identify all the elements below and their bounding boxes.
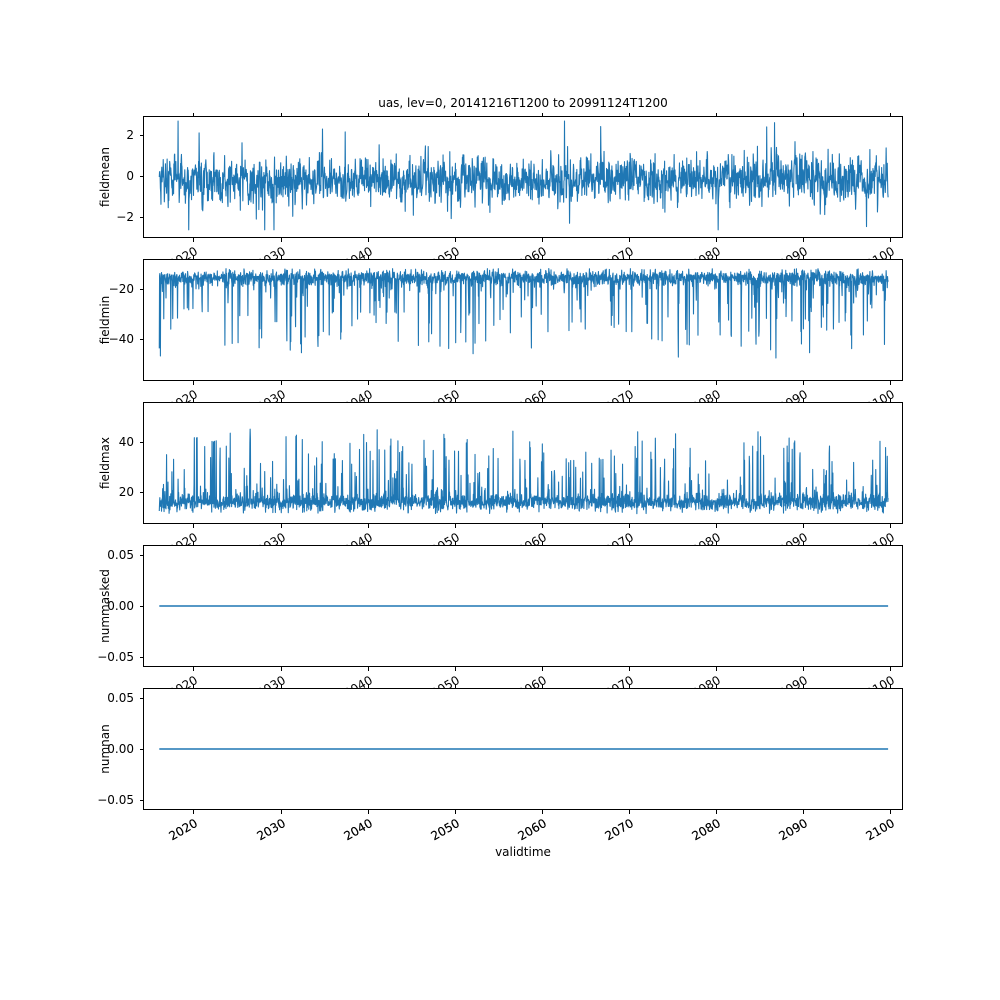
xtick-mark — [454, 238, 456, 242]
ytick-label: 2 — [126, 127, 134, 142]
ytick-label: 0.00 — [107, 742, 134, 756]
xtick-mark — [280, 238, 282, 242]
xtick-mark — [541, 238, 543, 242]
xtick-mark — [367, 667, 369, 671]
axes-nummasked — [143, 545, 903, 667]
xtick-mark — [802, 810, 804, 814]
xtick-mark — [367, 810, 369, 814]
ytick-label: 40 — [118, 434, 134, 449]
plot-area-nummasked — [158, 605, 889, 607]
xtick-mark — [193, 238, 195, 242]
ytick-label: −0.05 — [97, 649, 134, 664]
xtick-mark — [454, 381, 456, 385]
ytick-label: −40 — [108, 331, 134, 346]
xtick-mark — [802, 238, 804, 242]
xtick-mark — [889, 238, 891, 242]
axes-fieldmax — [143, 402, 903, 524]
xtick-mark — [628, 810, 630, 814]
xtick-mark — [367, 238, 369, 242]
xtick-mark — [802, 381, 804, 385]
xtick-mark — [715, 524, 717, 528]
xtick-mark — [280, 524, 282, 528]
xtick-mark — [802, 667, 804, 671]
ylabel-fieldmax: fieldmax — [98, 436, 112, 490]
ytick-label: 0 — [126, 168, 134, 183]
xtick-mark — [889, 381, 891, 385]
ylabel-numnan: numnan — [98, 724, 112, 774]
ytick-label: 20 — [118, 484, 134, 499]
plot-area-fieldmean — [158, 120, 889, 231]
ylabel-nummasked: nummasked — [98, 569, 112, 643]
xtick-mark — [541, 524, 543, 528]
axes-numnan — [143, 688, 903, 810]
xtick-mark — [193, 524, 195, 528]
figure-title: uas, lev=0, 20141216T1200 to 20991124T12… — [378, 96, 668, 110]
xtick-mark — [367, 524, 369, 528]
xtick-mark — [280, 810, 282, 814]
axes-fieldmin — [143, 259, 903, 381]
xtick-mark — [193, 810, 195, 814]
xtick-mark — [889, 524, 891, 528]
xtick-mark — [889, 810, 891, 814]
xtick-mark — [454, 524, 456, 528]
ytick-label: −2 — [116, 210, 134, 225]
xtick-mark — [889, 667, 891, 671]
xtick-mark — [280, 667, 282, 671]
xtick-mark — [715, 238, 717, 242]
xtick-mark — [367, 381, 369, 385]
plot-area-fieldmax — [158, 428, 889, 515]
xtick-mark — [541, 381, 543, 385]
xtick-mark — [628, 238, 630, 242]
plot-area-numnan — [158, 748, 889, 750]
xtick-mark — [454, 667, 456, 671]
xtick-mark — [193, 381, 195, 385]
xtick-mark — [628, 524, 630, 528]
xlabel-validtime: validtime — [495, 845, 551, 859]
xtick-mark — [454, 810, 456, 814]
plot-area-fieldmin — [158, 268, 889, 359]
ytick-label: −20 — [108, 281, 134, 296]
ylabel-fieldmean: fieldmean — [98, 147, 112, 207]
xtick-mark — [193, 667, 195, 671]
xtick-mark — [280, 381, 282, 385]
ytick-label: 0.05 — [107, 548, 134, 563]
xtick-mark — [802, 524, 804, 528]
xtick-mark — [715, 810, 717, 814]
axes-fieldmean — [143, 116, 903, 238]
ytick-label: −0.05 — [97, 792, 134, 807]
xtick-mark — [715, 667, 717, 671]
xtick-mark — [628, 667, 630, 671]
ylabel-fieldmin: fieldmin — [98, 295, 112, 345]
xtick-mark — [628, 381, 630, 385]
ytick-label: 0.00 — [107, 599, 134, 613]
xtick-mark — [541, 810, 543, 814]
xtick-mark — [715, 381, 717, 385]
xtick-mark — [541, 667, 543, 671]
ytick-label: 0.05 — [107, 691, 134, 706]
